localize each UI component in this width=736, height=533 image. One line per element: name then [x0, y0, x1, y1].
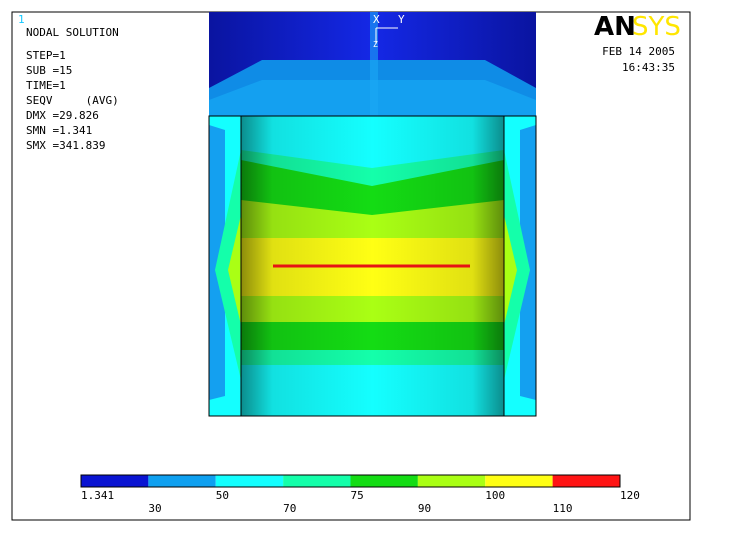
info-line: SMN =1.341 [26, 124, 92, 137]
legend-label: 120 [620, 489, 640, 502]
legend-label: 70 [283, 502, 296, 515]
legend-label: 110 [553, 502, 573, 515]
window-number: 1 [18, 13, 25, 26]
info-line: DMX =29.826 [26, 109, 99, 122]
legend-label: 90 [418, 502, 431, 515]
time: 16:43:35 [622, 61, 675, 74]
info-line: NODAL SOLUTION [26, 26, 119, 39]
legend-swatch [552, 475, 620, 487]
info-block: NODAL SOLUTION STEP=1 SUB =15 TIME=1 SEQV (A… [26, 26, 119, 152]
info-line: TIME=1 [26, 79, 66, 92]
info-line: STEP=1 [26, 49, 66, 62]
legend-label: 1.341 [81, 489, 114, 502]
legend-label: 75 [351, 489, 364, 502]
legend-swatch [283, 475, 351, 487]
info-line: SUB =15 [26, 64, 72, 77]
triad-z: Z [373, 40, 378, 49]
model-top [209, 12, 536, 116]
logo-an: AN [594, 12, 636, 42]
triad-y: Y [398, 13, 405, 26]
legend-swatch [81, 475, 149, 487]
triad: X Y Z [373, 13, 405, 49]
date: FEB 14 2005 [602, 45, 675, 58]
logo-sys: SYS [632, 12, 681, 42]
info-line: SEQV (AVG) [26, 94, 119, 107]
legend-swatch [350, 475, 418, 487]
legend-border [80, 474, 621, 488]
legend-swatch [417, 475, 486, 487]
legend-swatch [148, 475, 216, 487]
triad-x: X [373, 13, 380, 26]
legend-label: 30 [148, 502, 161, 515]
legend-swatch [485, 475, 553, 487]
legend: 1.341 30 50 70 75 90 100 110 120 [80, 474, 640, 515]
legend-label: 50 [216, 489, 229, 502]
model-body [208, 115, 537, 417]
info-line: SMX =341.839 [26, 139, 105, 152]
legend-swatch [215, 475, 284, 487]
legend-label: 100 [485, 489, 505, 502]
